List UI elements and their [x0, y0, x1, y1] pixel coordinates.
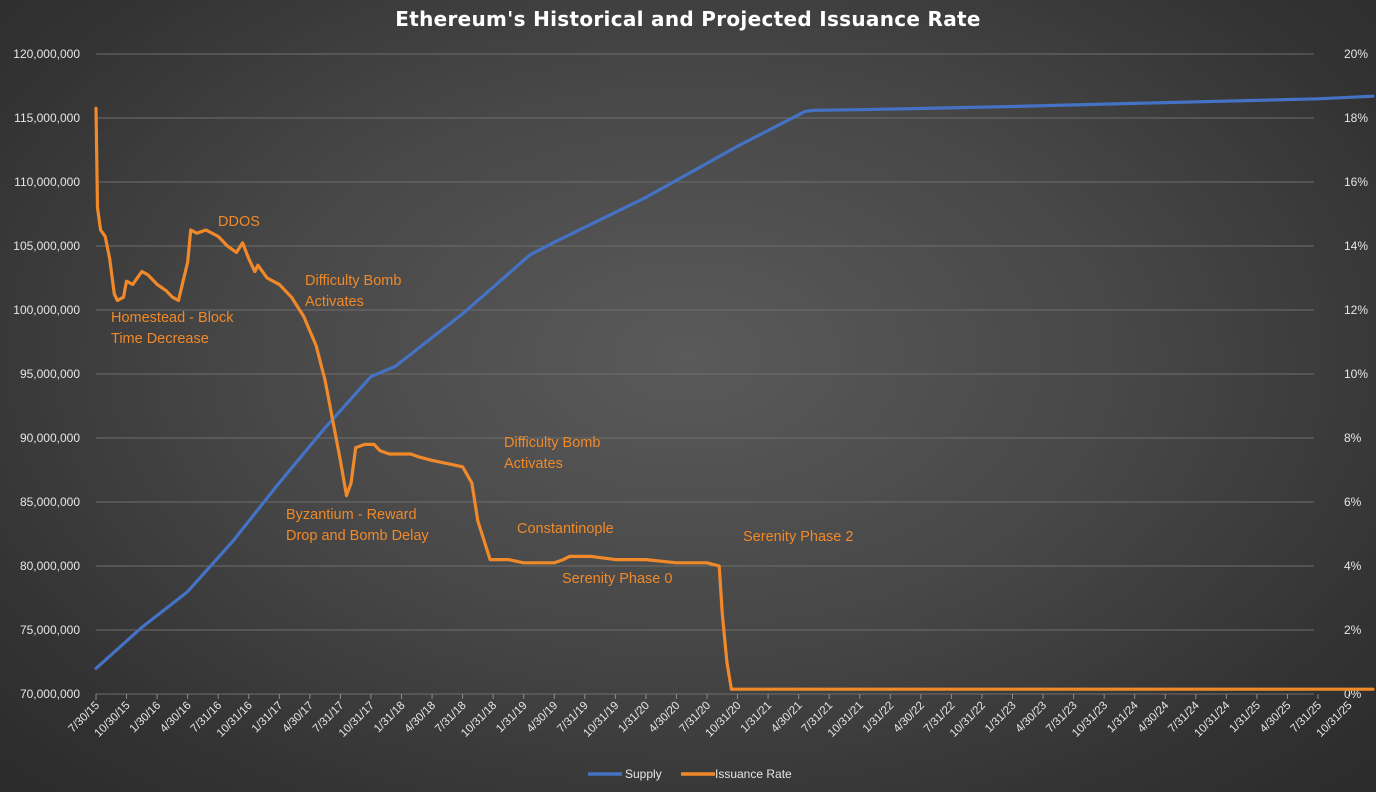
annotation-label: Byzantium - Reward Drop and Bomb Delay: [286, 507, 429, 544]
right-tick-label: 6%: [1344, 495, 1362, 509]
annotation-line: Time Decrease: [111, 331, 209, 347]
x-tick-label: 1/31/19: [494, 700, 530, 736]
left-tick-label: 85,000,000: [20, 495, 80, 509]
right-axis-ticks: 0%2%4%6%8%10%12%14%16%18%20%: [1344, 47, 1368, 701]
left-tick-label: 110,000,000: [14, 175, 80, 189]
annotation-line: Byzantium - Reward: [286, 507, 417, 523]
right-tick-label: 20%: [1344, 47, 1368, 61]
gridlines: [95, 53, 1314, 700]
annotation-label: DDOS: [218, 214, 260, 230]
x-tick-label: 4/30/20: [647, 700, 683, 736]
left-tick-label: 105,000,000: [13, 239, 80, 253]
x-tick-label: 4/30/17: [280, 700, 316, 736]
x-tick-label: 1/31/20: [616, 700, 652, 736]
right-tick-label: 4%: [1344, 559, 1362, 573]
annotation-line: Serenity Phase 2: [743, 529, 853, 545]
left-tick-label: 100,000,000: [13, 303, 80, 317]
x-tick-label: 4/30/16: [158, 700, 194, 736]
x-tick-label: 1/31/17: [250, 700, 286, 736]
x-tick-label: 4/30/25: [1258, 700, 1294, 736]
annotation-line: Activates: [305, 294, 364, 310]
chart-title: Ethereum's Historical and Projected Issu…: [395, 7, 981, 31]
legend-label-supply: Supply: [625, 767, 662, 781]
annotation-line: Drop and Bomb Delay: [286, 528, 429, 544]
right-tick-label: 18%: [1344, 111, 1368, 125]
right-tick-label: 14%: [1344, 239, 1368, 253]
x-tick-label: 1/31/24: [1105, 699, 1141, 735]
left-tick-label: 70,000,000: [20, 687, 80, 701]
x-tick-label: 1/31/21: [739, 700, 775, 736]
annotation-line: Difficulty Bomb: [305, 273, 401, 289]
left-tick-label: 95,000,000: [20, 367, 80, 381]
left-tick-label: 115,000,000: [14, 111, 80, 125]
left-tick-label: 90,000,000: [20, 431, 80, 445]
left-tick-label: 75,000,000: [20, 623, 80, 637]
series-lines: [94, 94, 1375, 691]
x-tick-label: 4/30/19: [525, 700, 561, 736]
x-tick-label: 4/30/23: [1014, 700, 1050, 736]
x-tick-label: 1/30/16: [128, 700, 164, 736]
right-tick-label: 12%: [1344, 303, 1368, 317]
annotation-line: Serenity Phase 0: [562, 571, 672, 587]
annotation-line: Activates: [504, 456, 563, 472]
annotation-line: DDOS: [218, 214, 260, 230]
legend-label-issuance: Issuance Rate: [715, 767, 792, 781]
x-tick-label: 4/30/24: [1136, 699, 1172, 735]
x-axis-ticks: 7/30/1510/30/151/30/164/30/167/31/1610/3…: [67, 694, 1355, 740]
annotation-label: Homestead - Block Time Decrease: [111, 310, 234, 347]
right-tick-label: 16%: [1344, 175, 1368, 189]
x-tick-label: 4/30/21: [769, 700, 805, 736]
right-tick-label: 2%: [1344, 623, 1362, 637]
annotation-label: Serenity Phase 0: [562, 571, 672, 587]
left-tick-label: 80,000,000: [20, 559, 80, 573]
right-tick-label: 8%: [1344, 431, 1362, 445]
left-axis-ticks: 70,000,000 75,000,000 80,000,000 85,000,000…: [13, 47, 80, 701]
annotation-label: Constantinople: [517, 521, 614, 537]
x-tick-label: 4/30/18: [403, 700, 439, 736]
annotation-line: Constantinople: [517, 521, 614, 537]
annotation-label: Difficulty Bomb Activates: [504, 435, 600, 472]
supply-line: [94, 94, 1375, 670]
legend: Supply Issuance Rate: [588, 767, 792, 781]
annotation-label: Serenity Phase 2: [743, 529, 853, 545]
x-tick-label: 4/30/22: [891, 700, 927, 736]
left-tick-label: 120,000,000: [13, 47, 80, 61]
issuance-rate-line: [94, 106, 1375, 691]
x-tick-label: 1/31/22: [861, 700, 897, 736]
x-tick-label: 1/31/25: [1227, 700, 1263, 736]
annotation-line: Difficulty Bomb: [504, 435, 600, 451]
x-tick-label: 1/31/18: [372, 700, 408, 736]
annotations: Homestead - Block Time Decrease DDOS Diffic…: [111, 214, 853, 587]
annotation-label: Difficulty Bomb Activates: [305, 273, 401, 310]
x-tick-label: 1/31/23: [983, 700, 1019, 736]
annotation-line: Homestead - Block: [111, 310, 234, 326]
right-tick-label: 10%: [1344, 367, 1368, 381]
